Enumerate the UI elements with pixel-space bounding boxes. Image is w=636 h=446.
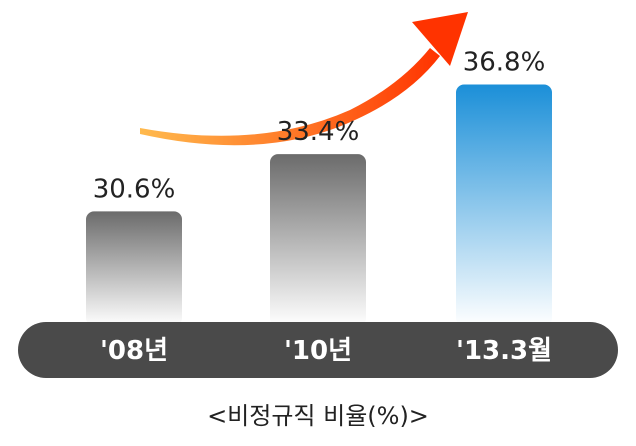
bar-2 — [270, 154, 366, 326]
chart-caption: <비정규직 비율(%)> — [207, 402, 429, 430]
trend-arrow-icon — [140, 12, 468, 146]
category-label-1: '08년 — [100, 336, 168, 366]
value-label-1: 30.6% — [93, 174, 176, 204]
category-labels: '08년 '10년 '13.3월 — [100, 336, 552, 366]
category-label-2: '10년 — [284, 336, 352, 366]
value-label-2: 33.4% — [277, 117, 360, 147]
category-axis-band — [18, 322, 618, 378]
trend-arrow-shaft — [140, 48, 440, 146]
trend-arrow-head — [412, 12, 468, 66]
bar-3 — [456, 84, 552, 326]
category-label-3: '13.3월 — [456, 336, 552, 366]
bar-1 — [86, 211, 182, 326]
bars-layer: 30.6% 33.4% 36.8% — [86, 48, 552, 326]
value-label-3: 36.8% — [463, 48, 546, 78]
